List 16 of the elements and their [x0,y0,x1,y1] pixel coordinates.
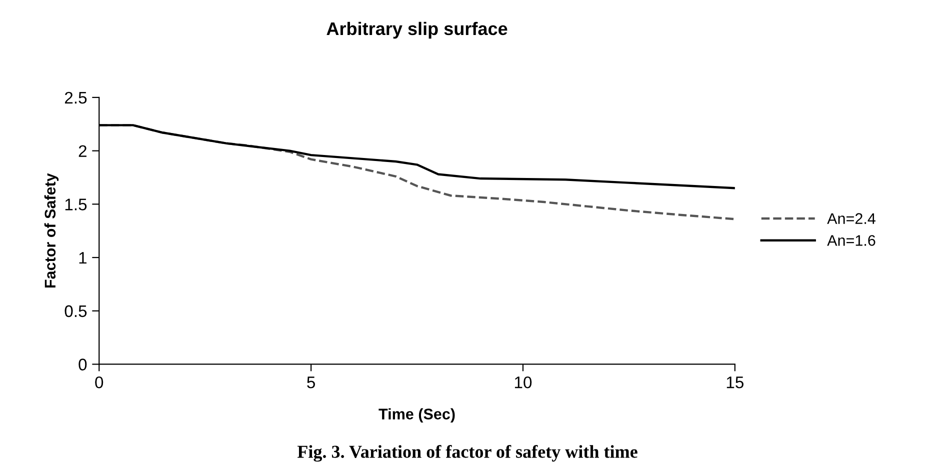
x-axis-title: Time (Sec) [378,408,455,422]
legend-label: An=2.4 [827,213,876,224]
caption: Fig. 3. Variation of factor of safety with time [297,444,638,462]
y-tick-label: 1 [79,252,86,264]
y-tick-label: 2.5 [64,92,87,104]
y-tick-label: 0 [78,358,87,370]
x-tick-label: 15 [726,376,744,388]
y-tick-label: 1.5 [65,198,87,210]
y-tick-label: 0.5 [64,305,87,318]
y-tick-label: 2 [78,145,86,157]
y-axis-title: Factor of Safety [44,173,59,288]
x-tick-label: 0 [95,376,104,388]
chart-title: Arbitrary slip surface [326,22,508,39]
x-tick-label: 5 [307,376,315,388]
x-tick-label: 10 [514,376,532,388]
legend-label: An=1.6 [827,235,876,246]
